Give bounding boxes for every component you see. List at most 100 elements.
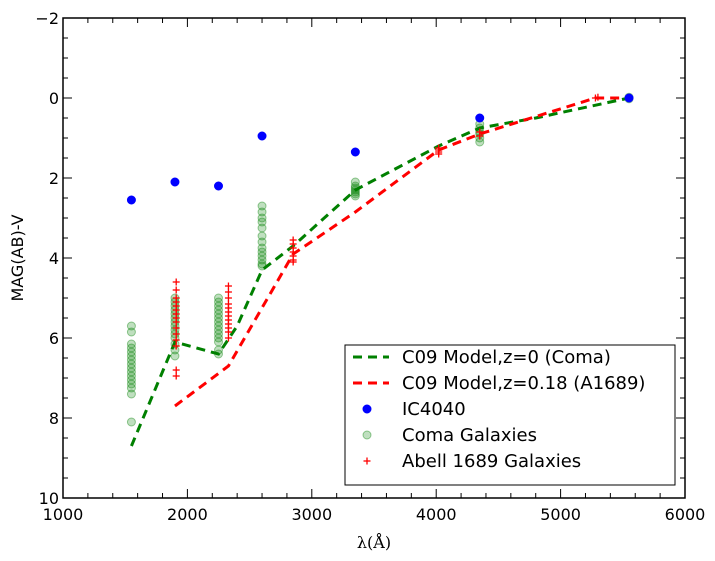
y-tick-label: −2 [35,9,59,28]
y-tick-label: 10 [39,489,59,508]
data-point [257,255,267,265]
data-point [224,294,232,302]
data-point [214,181,223,191]
data-point [126,347,136,357]
data-point [170,351,180,361]
data-point [224,282,232,290]
data-point [126,375,136,385]
data-point [476,132,484,140]
data-point [257,201,267,211]
data-point [435,150,443,158]
data-point [214,305,223,315]
plot-frame [62,17,686,499]
data-point [257,231,267,241]
legend-label: Coma Galaxies [402,425,537,446]
data-point [214,297,223,307]
data-point [624,93,634,103]
legend-marker-swatch [362,404,372,414]
data-point [126,389,136,399]
legend: C09 Model,z=0 (Coma) C09 Model,z=0.18 (A1… [344,344,676,486]
x-tick-label: 2000 [167,505,208,524]
x-axis-label: λ(Å) [357,532,391,552]
data-point [214,309,223,319]
data-point [224,334,232,342]
tick-layer [62,17,686,499]
x-tick-label: 3000 [291,505,332,524]
x-tick-label: 6000 [665,505,706,524]
data-point [257,237,267,247]
series-coma-galaxies [126,92,634,427]
series-c09-model-z-0-18-a1689- [174,96,630,408]
data-point [224,288,232,296]
data-point [214,325,223,335]
data-point [126,359,136,369]
data-point [126,351,136,361]
data-point [172,342,180,350]
data-point [172,286,180,294]
legend-entry: C09 Model,z=0.18 (A1689) [353,373,645,394]
legend-box [344,344,676,486]
data-point [214,313,223,323]
data-point [172,336,180,344]
series-line [174,96,630,408]
legend-label: C09 Model,z=0 (Coma) [402,347,611,368]
data-point [126,417,136,427]
data-point [224,328,232,336]
series-abell-1689-galaxies [172,93,602,380]
data-point [214,321,223,331]
data-point [350,177,360,187]
y-tick-label: 0 [49,89,59,108]
data-point [257,131,267,141]
data-point [126,339,136,349]
data-point [126,321,136,331]
y-tick-label: 4 [49,249,59,268]
data-point [126,367,136,377]
data-point [172,330,180,338]
data-point [475,113,485,123]
data-point [126,327,136,337]
series-ic4040 [126,93,634,205]
data-point [126,343,136,353]
data-point [257,259,267,269]
data-point [257,243,267,253]
data-point [257,213,267,223]
y-tick-label: 8 [49,409,59,428]
data-point [257,251,267,261]
data-point [126,363,136,373]
legend-entry: Coma Galaxies [362,425,537,446]
data-point [126,195,136,205]
legend-label: C09 Model,z=0.18 (A1689) [402,373,645,394]
data-point [257,217,267,227]
data-point [257,207,267,217]
data-point [214,317,223,327]
label-layer: 1000 2000 3000 4000 5000 6000 −2 0 2 4 6 8 10 [35,9,705,524]
data-point [214,337,223,347]
data-point [126,355,136,365]
legend-label: IC4040 [402,399,466,420]
data-point [214,301,223,311]
data-point [214,329,223,339]
legend-label: Abell 1689 Galaxies [402,451,581,472]
x-tick-label: 5000 [540,505,581,524]
data-point [214,293,223,303]
data-point [172,318,180,326]
legend-entry: IC4040 [362,399,466,420]
data-point [170,177,180,187]
y-tick-label: 2 [49,169,59,188]
data-point [289,258,297,266]
x-tick-label: 1000 [43,505,84,524]
legend-entry: C09 Model,z=0 (Coma) [353,347,611,368]
data-point [172,372,180,380]
x-tick-label: 4000 [416,505,457,524]
data-point [350,147,360,157]
data-point [257,223,267,233]
y-axis-label: MAG(AB)-V [8,214,27,301]
data-point [126,383,136,393]
data-point [126,379,136,389]
y-tick-label: 6 [49,329,59,348]
data-point [126,371,136,381]
data-point [172,366,180,374]
data-point [172,278,180,286]
data-point [594,93,602,101]
